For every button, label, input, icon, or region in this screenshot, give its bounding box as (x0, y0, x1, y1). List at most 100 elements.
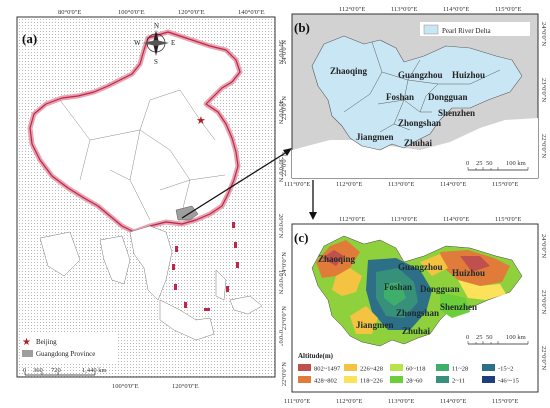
arrow-b-to-c (309, 180, 317, 220)
c-bottom-tick: 115°0'0"E (492, 398, 518, 405)
b-scale-tick: 25 (476, 160, 483, 167)
neighbor-countries (39, 225, 263, 341)
altitude-legend-title: Altitude(m) (298, 352, 334, 360)
b-top-tick: 114°0'0"E (443, 6, 469, 13)
altitude-legend-label: -15~2 (498, 366, 513, 373)
a-right-tick: 40°0'0"N (277, 100, 284, 124)
altitude-legend-label: 28~60 (406, 378, 423, 385)
a-right-tick: 30°0'0"N (277, 158, 284, 182)
b-right-tick: 23°0'0"N (540, 78, 547, 102)
c-top-tick: 112°0'0"E (339, 216, 365, 223)
a-scale-tick: 360 (33, 367, 43, 374)
c-left-tick: 24°0'0"N (281, 252, 288, 276)
b-city-guangzhou: Guangzhou (398, 70, 443, 80)
b-city-zhongshan: Zhongshan (398, 118, 441, 128)
a-bottom-tick: 120°0'0"E (172, 383, 199, 390)
c-city-zhaoqing: Zhaoqing (318, 254, 356, 264)
b-bottom-tick: 111°0'0"E (284, 181, 310, 188)
altitude-legend-swatch (298, 364, 311, 371)
altitude-legend-swatch (390, 376, 403, 383)
legend-beijing: Beijing (36, 338, 57, 346)
c-bottom-tick: 114°0'0"E (440, 398, 466, 405)
b-top-tick: 115°0'0"E (495, 6, 521, 13)
b-city-jiangmen: Jiangmen (356, 132, 394, 142)
b-legend-label: Pearl River Delta (442, 27, 491, 35)
b-bottom-tick: 114°0'0"E (440, 181, 466, 188)
c-city-huizhou: Huizhou (452, 268, 485, 278)
altitude-legend-label: 802~1497 (314, 366, 341, 373)
beijing-star-icon: ★ (196, 115, 206, 127)
altitude-legend-label: 118~226 (360, 378, 384, 385)
panel-c-label: (c) (294, 230, 308, 245)
b-bottom-tick: 112°0'0"E (336, 181, 362, 188)
a-right-ticks: 50°0'0"N 40°0'0"N 30°0'0"N 20°0'0"N 10°0… (277, 40, 284, 347)
b-scale-tick: 0 (466, 160, 469, 167)
panel-a: ★ N S E W (a) 80°0'0"E 100°0'0"E 120°0'0… (16, 9, 284, 390)
panel-b-label: (b) (294, 20, 310, 35)
altitude-legend-swatch (390, 364, 403, 371)
nine-dash-line (172, 222, 239, 311)
b-scale-tick: 50 (486, 160, 493, 167)
a-top-tick: 80°0'0"E (58, 9, 81, 16)
c-city-dongguan: Dongguan (420, 284, 460, 294)
c-top-tick: 114°0'0"E (443, 216, 469, 223)
c-scale-tick: 50 (486, 334, 493, 341)
a-bottom-tick: 100°0'0"E (112, 383, 139, 390)
c-scale-bar: 0 25 50 100 km (466, 334, 529, 345)
a-right-tick: 20°0'0"N (277, 214, 284, 238)
b-legend-swatch (423, 24, 439, 35)
b-city-zhaoqing: Zhaoqing (330, 66, 368, 76)
panel-c: (c) Zhaoqing Guangzhou Huizhou Foshan Do… (281, 216, 547, 405)
altitude-legend: 802~1497 226~428 60~118 11~28 -15~2 428~802 11… (298, 364, 519, 385)
b-top-tick: 112°0'0"E (339, 6, 365, 13)
b-city-foshan: Foshan (386, 92, 414, 102)
c-right-tick: 24°0'0"N (540, 234, 547, 258)
c-scale-tick: 100 km (506, 334, 526, 341)
c-scale-tick: 25 (476, 334, 483, 341)
b-left-tick: 24°0'0"N (281, 40, 288, 64)
a-scale-bar: 0 360 720 1,440 km (23, 367, 107, 376)
b-left-tick: 23°0'0"N (281, 96, 288, 120)
prd-region (311, 35, 523, 151)
compass-e: E (171, 39, 175, 47)
a-scale-tick: 1,440 km (82, 367, 107, 374)
altitude-legend-swatch (482, 376, 495, 383)
b-legend-box (420, 22, 530, 36)
c-city-guangzhou: Guangzhou (398, 262, 443, 272)
altitude-legend-swatch (436, 376, 449, 383)
prd-city-borders (343, 41, 501, 133)
guangdong-province (175, 205, 199, 221)
a-scale-tick: 0 (23, 367, 26, 374)
c-left-tick: 23°0'0"N (281, 306, 288, 330)
altitude-legend-swatch (344, 376, 357, 383)
b-top-tick: 113°0'0"E (391, 6, 417, 13)
a-right-tick: 10°0'0"N (277, 270, 284, 294)
b-right-tick: 22°0'0"N (540, 134, 547, 158)
c-bottom-tick: 111°0'0"E (284, 398, 310, 405)
arrow-a-to-b (181, 148, 292, 219)
altitude-legend-label: 226~428 (360, 366, 383, 373)
c-bottom-tick: 113°0'0"E (388, 398, 414, 405)
c-city-zhongshan: Zhongshan (396, 308, 439, 318)
b-left-tick: 22°0'0"N (281, 152, 288, 176)
b-city-huizhou: Huizhou (452, 70, 485, 80)
china-border-line (29, 31, 241, 233)
a-right-tick: 50°0'0"N (277, 40, 284, 64)
sea-area (292, 118, 538, 178)
b-right-tick: 24°0'0"N (540, 22, 547, 46)
b-scale-tick: 100 km (506, 160, 526, 167)
province-lines (59, 89, 226, 221)
a-top-tick: 120°0'0"E (178, 9, 205, 16)
altitude-legend-swatch (298, 376, 311, 383)
b-city-dongguan: Dongguan (428, 92, 468, 102)
c-right-tick: 22°0'0"N (540, 346, 547, 370)
panel-b: (b) Pearl River Delta Zhaoqing Guangzhou… (281, 6, 547, 188)
compass-icon: N S E W (134, 22, 175, 66)
legend-star-icon: ★ (22, 337, 31, 348)
a-right-tick: 0°0'0" (277, 330, 284, 347)
c-city-jiangmen: Jiangmen (356, 320, 394, 330)
panel-a-label: (a) (22, 31, 37, 46)
c-left-tick: 22°0'0"N (281, 362, 288, 386)
c-city-shenzhen: Shenzhen (440, 302, 477, 312)
